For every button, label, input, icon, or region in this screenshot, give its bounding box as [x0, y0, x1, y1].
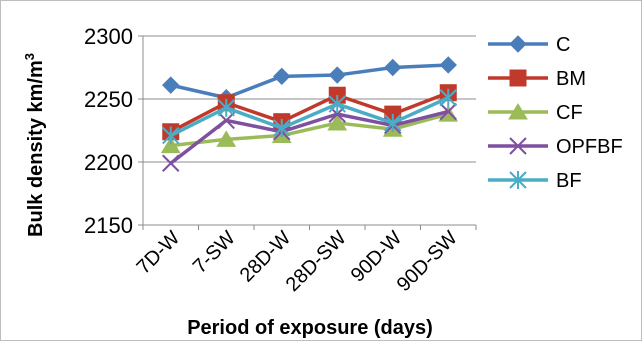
- x-tick-label: 90D-SW: [393, 227, 462, 296]
- legend-label: OPFBF: [556, 136, 623, 158]
- y-axis-title-text: Bulk density km/m: [25, 60, 47, 237]
- series-line-c: [170, 63, 449, 100]
- data-point-bf: [384, 113, 402, 132]
- legend-marker: [509, 69, 527, 87]
- legend-label: C: [556, 34, 570, 56]
- series-line-opfbf: [169, 109, 449, 165]
- data-point-c: [384, 58, 402, 77]
- legend-item-cf: CF: [488, 102, 583, 124]
- legend-item-bf: BF: [488, 170, 582, 192]
- y-tick-label: 2200: [84, 150, 133, 175]
- data-point-opfbf: [162, 154, 180, 172]
- data-point-bf: [273, 118, 291, 137]
- data-point-c: [328, 66, 346, 84]
- series-line-bm: [169, 91, 449, 134]
- legend-label: BM: [556, 68, 586, 90]
- data-point-bf: [217, 98, 235, 117]
- x-tick-label: 28D-SW: [282, 227, 351, 296]
- x-tick-label: 7-SW: [189, 227, 240, 278]
- series-bf: [162, 88, 457, 145]
- x-axis-title: Period of exposure (days): [187, 317, 433, 339]
- y-tick-label: 2150: [84, 213, 133, 238]
- series-c: [162, 56, 457, 107]
- y-axis-title-superscript: 3: [22, 53, 37, 60]
- y-tick-label: 2300: [84, 24, 133, 49]
- data-point-opfbf: [217, 111, 235, 130]
- legend-label: BF: [556, 170, 582, 192]
- data-point-cf: [327, 113, 348, 131]
- data-point-bf: [162, 126, 180, 145]
- legend: C BM CF OPFBF BF: [488, 34, 623, 192]
- series-line-cf: [170, 112, 449, 148]
- series-group: [160, 56, 459, 172]
- data-point-bf: [439, 88, 457, 107]
- legend-item-c: C: [488, 34, 570, 56]
- data-point-cf: [160, 136, 181, 154]
- legend-marker: [509, 35, 527, 53]
- data-point-bf: [328, 95, 346, 114]
- data-point-c: [162, 76, 180, 94]
- legend-item-bm: BM: [488, 68, 586, 90]
- data-point-opfbf: [439, 102, 457, 121]
- x-tick-label: 7D-W: [133, 227, 185, 279]
- data-point-cf: [216, 130, 237, 147]
- legend-label: CF: [556, 102, 583, 124]
- legend-marker: [508, 103, 528, 120]
- legend-item-opfbf: OPFBF: [488, 136, 623, 158]
- data-point-c: [273, 67, 291, 86]
- y-tick-label: 2250: [84, 87, 133, 112]
- grid-lines: [143, 35, 476, 163]
- y-axis-title: Bulk density km/m3: [22, 53, 47, 237]
- data-point-c: [439, 56, 457, 74]
- legend-marker: [509, 137, 527, 155]
- legend-marker: [509, 171, 527, 189]
- series-line-bf: [169, 96, 449, 138]
